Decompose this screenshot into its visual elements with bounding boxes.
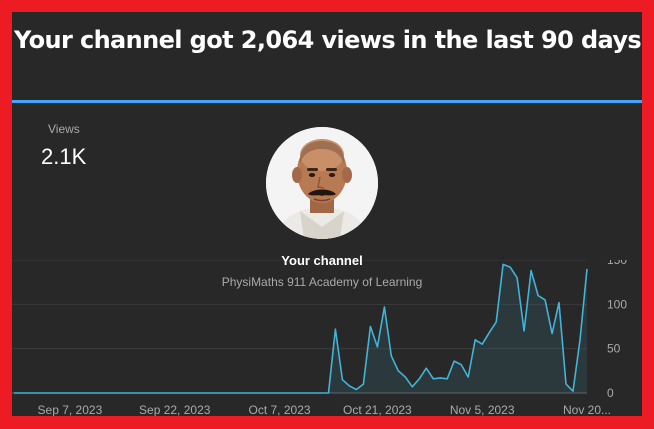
views-series-line [14, 263, 588, 394]
views-metric-label[interactable]: Views [48, 122, 80, 136]
y-tick-label: 50 [607, 342, 621, 356]
channel-avatar [266, 127, 378, 239]
popup-title: Your channel [281, 253, 363, 268]
views-chart[interactable]: 0 50 100 150 Sep 7, 2023 Sep 22, 2023 Oct 7, … [12, 260, 642, 416]
x-tick-label: Sep 7, 2023 [38, 403, 103, 416]
channel-name[interactable]: PhysiMaths 911 Academy of Learning [204, 271, 440, 293]
x-tick-label: Sep 22, 2023 [139, 403, 211, 416]
x-tick-label: Oct 7, 2023 [249, 403, 311, 416]
views-tab-indicator [12, 100, 642, 103]
y-tick-label: 150 [607, 260, 627, 267]
y-tick-label: 0 [607, 386, 614, 400]
analytics-card: Your channel got 2,064 views in the last… [12, 12, 642, 416]
x-tick-label: Oct 21, 2023 [343, 403, 412, 416]
y-tick-label: 100 [607, 297, 627, 311]
x-tick-label: Nov 5, 2023 [450, 403, 515, 416]
x-tick-label: Nov 20... [563, 403, 611, 416]
views-area-fill [14, 264, 587, 393]
profile-photo-icon [266, 127, 378, 239]
headline: Your channel got 2,064 views in the last… [14, 26, 642, 54]
views-metric-value[interactable]: 2.1K [41, 144, 87, 169]
